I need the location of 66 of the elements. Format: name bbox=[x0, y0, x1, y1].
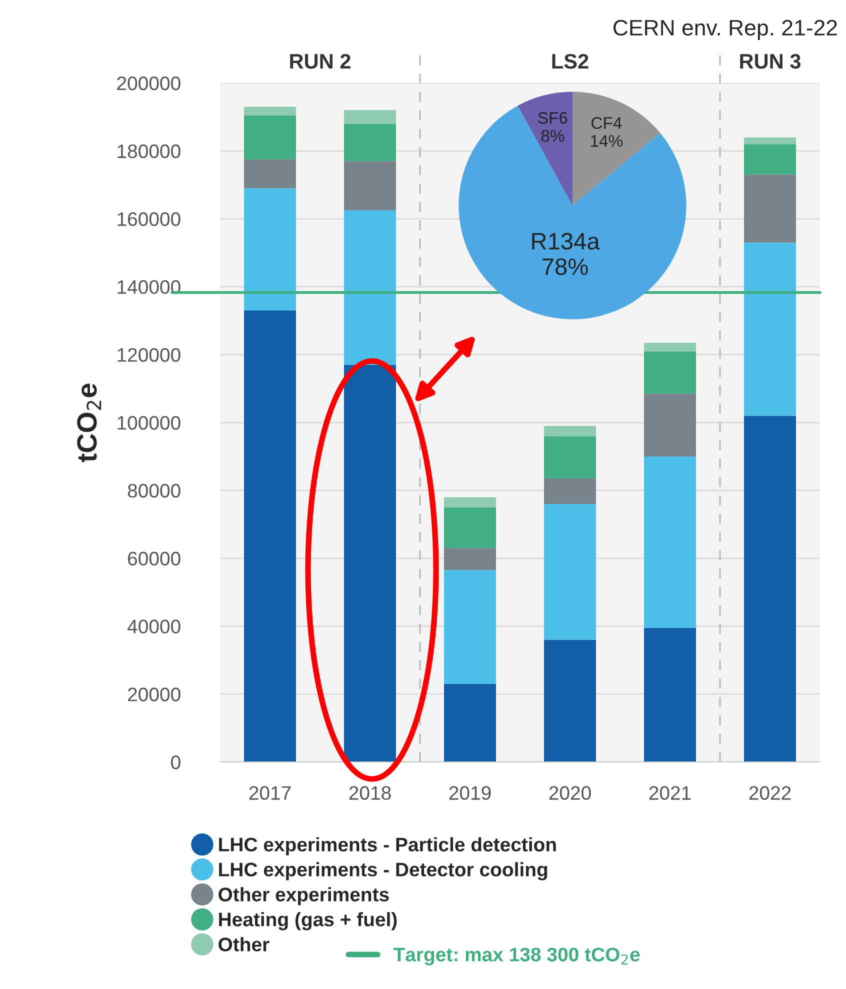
bar bbox=[244, 106, 296, 116]
bar bbox=[644, 351, 696, 394]
y-tick-label: 160000 bbox=[118, 212, 180, 226]
y-tick-label: 100000 bbox=[118, 416, 180, 430]
data-label: 78% bbox=[542, 258, 588, 276]
bar bbox=[544, 504, 596, 640]
bar bbox=[444, 507, 496, 548]
y-tick-label: 120000 bbox=[118, 348, 180, 362]
legend-label: LHC experiments - Detector cooling bbox=[219, 862, 548, 880]
bar bbox=[744, 174, 796, 243]
bar bbox=[744, 144, 796, 175]
text: CERN env. Rep. 21-22 bbox=[614, 20, 837, 40]
bar bbox=[444, 684, 496, 762]
y-tick-label: 60000 bbox=[128, 552, 180, 566]
y-tick-label: 200000 bbox=[117, 76, 180, 90]
bar bbox=[244, 159, 296, 188]
bar bbox=[544, 426, 596, 436]
bar bbox=[444, 570, 496, 684]
x-tick-label: 2018 bbox=[349, 786, 391, 800]
legend-label: Other bbox=[218, 937, 270, 952]
data-label: 14% bbox=[591, 135, 623, 147]
band-label: LS2 bbox=[552, 54, 588, 69]
bar bbox=[744, 242, 796, 416]
slice-label: R134a bbox=[532, 232, 600, 250]
data-label: 8% bbox=[541, 130, 564, 142]
y-tick-label: 140000 bbox=[118, 280, 180, 294]
y-tick-label: 0 bbox=[171, 755, 180, 770]
bar bbox=[644, 628, 696, 762]
legend-label: LHC experiments - Particle detection bbox=[219, 837, 556, 856]
legend-label: Target: max 138 300 tCO$_{2}$e bbox=[393, 948, 640, 966]
bar bbox=[444, 548, 496, 570]
slice-label: SF6 bbox=[538, 112, 568, 124]
bar bbox=[244, 188, 296, 310]
bar bbox=[744, 416, 796, 762]
bar bbox=[344, 210, 396, 365]
legend-label: Heating (gas + fuel) bbox=[219, 912, 397, 930]
slice-label: CF4 bbox=[592, 117, 622, 129]
x-tick-label: 2017 bbox=[249, 786, 291, 800]
bar bbox=[244, 115, 296, 160]
bar bbox=[344, 110, 396, 124]
bar bbox=[244, 310, 296, 762]
x-tick-label: 2019 bbox=[449, 786, 491, 800]
y-tick-label: 80000 bbox=[128, 484, 180, 498]
y-axis-title: tCO$_{2}$e bbox=[77, 384, 102, 462]
y-tick-label: 40000 bbox=[127, 620, 180, 634]
bar bbox=[544, 478, 596, 504]
x-tick-label: 2020 bbox=[549, 786, 591, 800]
bar bbox=[344, 124, 396, 162]
bar bbox=[544, 640, 596, 762]
pie-slice bbox=[572, 92, 660, 206]
band-label: RUN 2 bbox=[290, 54, 350, 69]
bar bbox=[444, 497, 496, 508]
pie-slice bbox=[458, 106, 686, 320]
legend-label: Other experiments bbox=[218, 887, 389, 906]
pie-slice bbox=[518, 92, 572, 206]
bar bbox=[744, 137, 796, 144]
x-tick-label: 2022 bbox=[749, 786, 791, 800]
bar bbox=[344, 161, 396, 210]
bar bbox=[644, 342, 696, 352]
x-tick-label: 2021 bbox=[649, 786, 691, 800]
bar bbox=[644, 394, 696, 456]
y-tick-label: 20000 bbox=[128, 688, 180, 702]
band-label: RUN 3 bbox=[740, 54, 800, 69]
y-tick-label: 180000 bbox=[118, 144, 180, 158]
bar bbox=[644, 456, 696, 628]
bar bbox=[544, 436, 596, 479]
